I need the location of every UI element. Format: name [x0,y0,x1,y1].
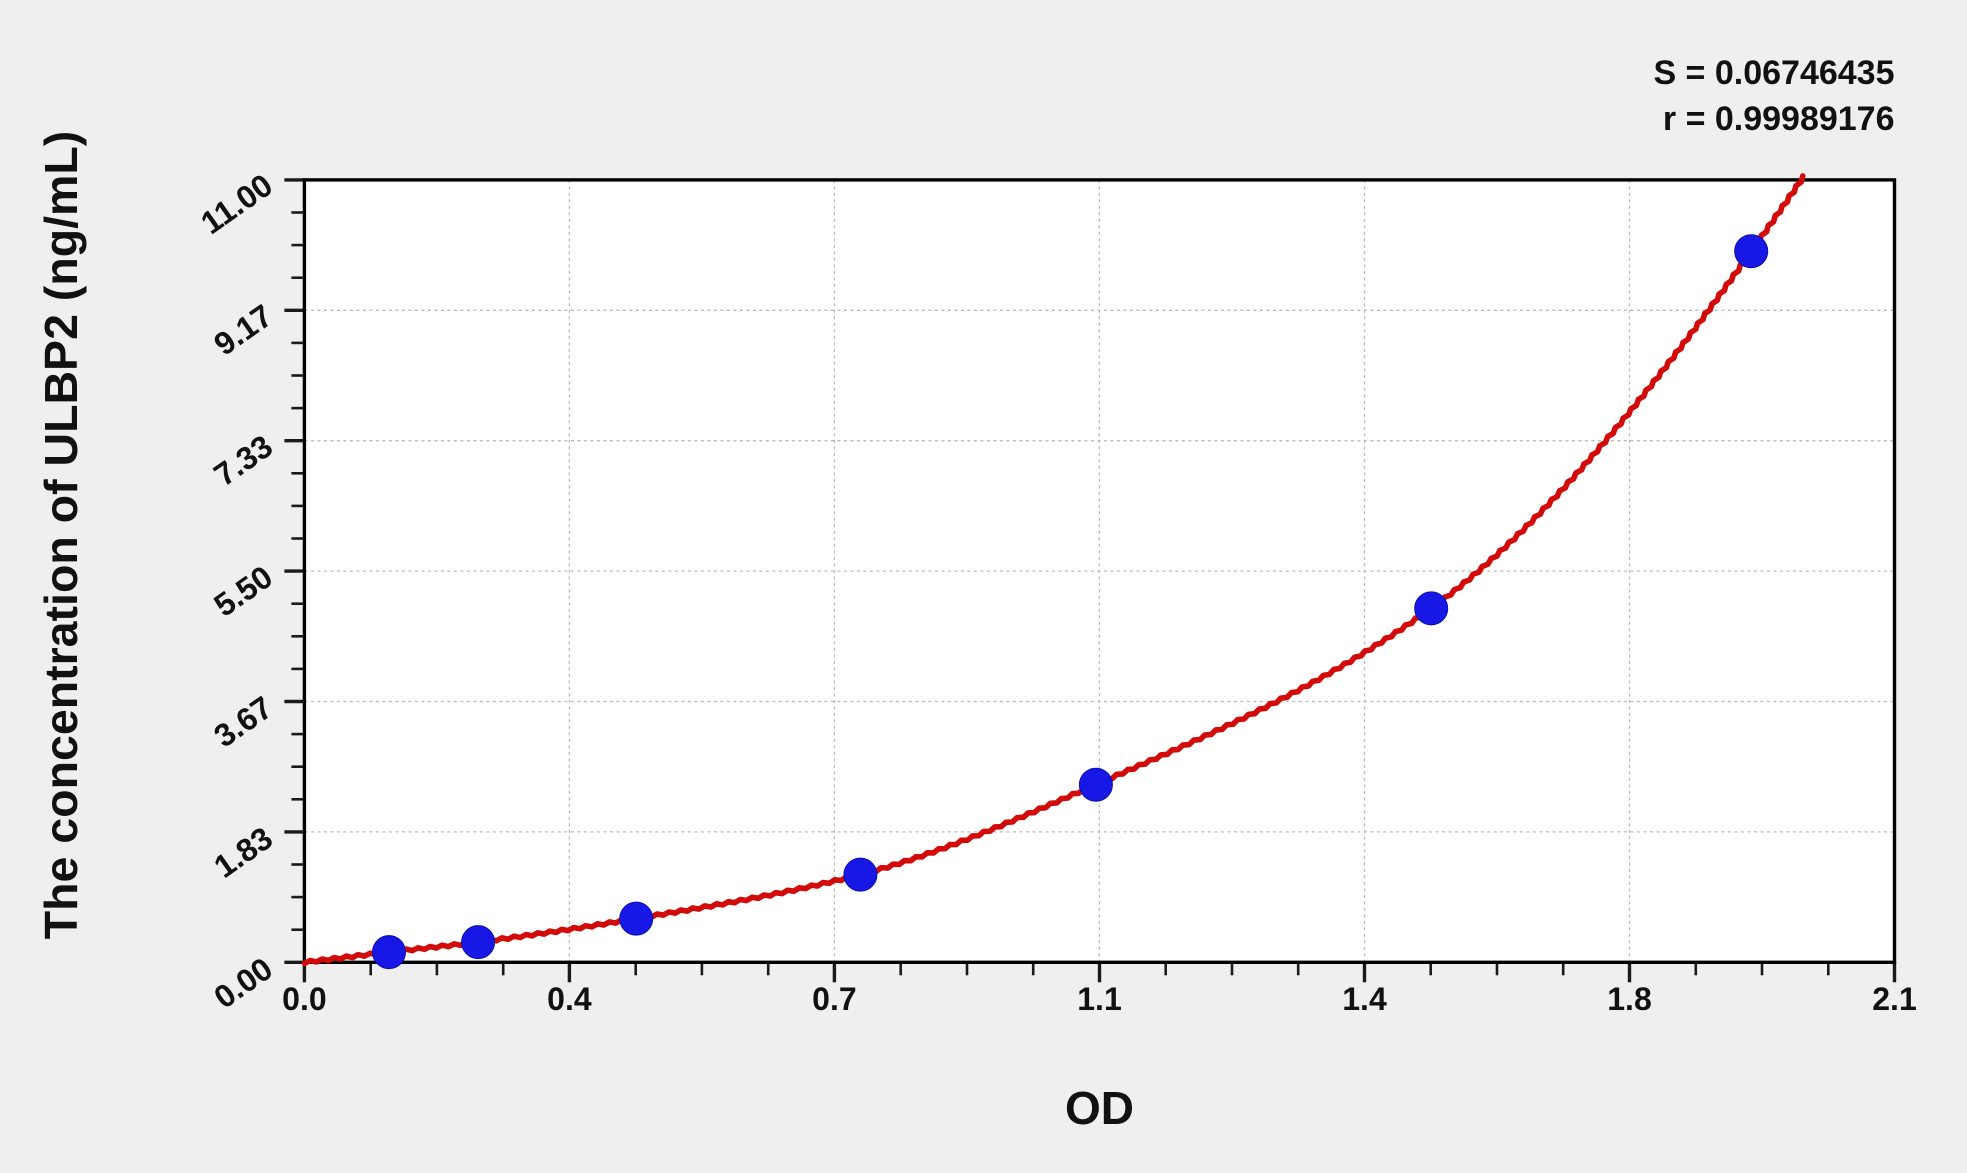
svg-text:1.1: 1.1 [1077,981,1121,1017]
svg-text:1.4: 1.4 [1342,981,1387,1017]
svg-text:The concentration of ULBP2 (ng: The concentration of ULBP2 (ng/mL) [35,131,87,940]
svg-text:S = 0.06746435: S = 0.06746435 [1653,54,1894,92]
svg-text:OD: OD [1065,1082,1134,1134]
svg-text:r = 0.99989176: r = 0.99989176 [1663,100,1895,138]
svg-text:0.4: 0.4 [547,981,592,1017]
svg-text:2.1: 2.1 [1872,981,1916,1017]
svg-text:0.0: 0.0 [282,981,326,1017]
svg-text:1.8: 1.8 [1607,981,1651,1017]
svg-text:0.7: 0.7 [812,981,856,1017]
